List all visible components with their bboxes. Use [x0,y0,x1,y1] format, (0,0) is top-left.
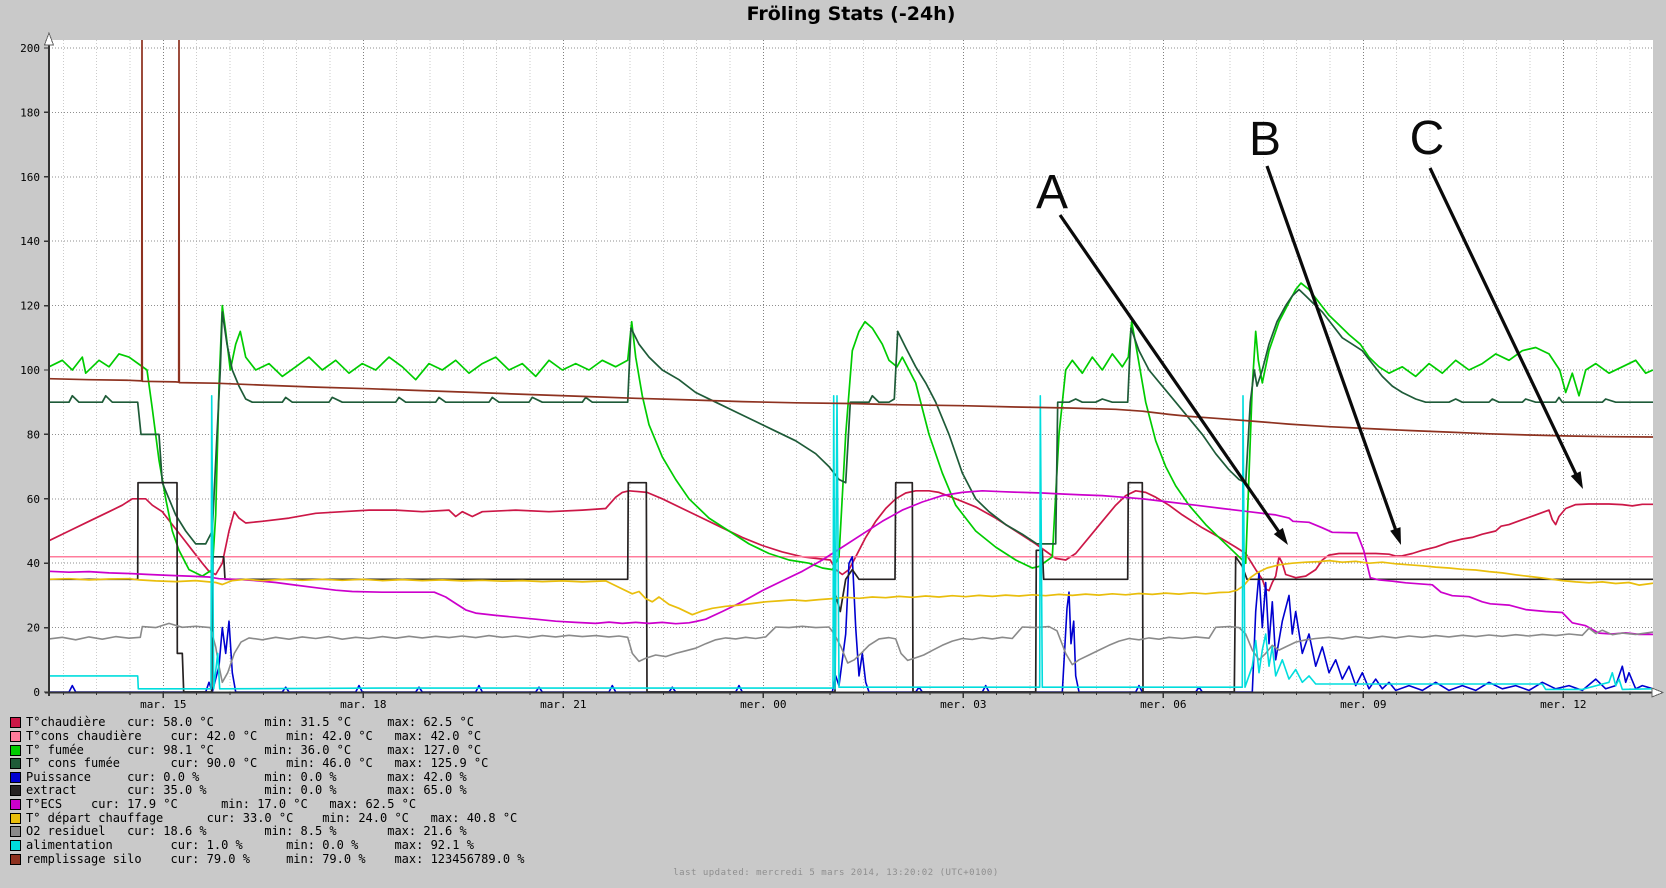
legend-color-swatch [10,799,21,811]
legend-text: extract cur: 35.0 % min: 0.0 % max: 65.0… [26,783,467,798]
y-tick-label: 60 [27,493,40,506]
x-tick-label: mer. 06 [1140,698,1186,711]
annotation-arrow-c [1428,167,1579,478]
y-tick-label: 180 [20,106,40,119]
y-tick-label: 140 [20,235,40,248]
annotation-arrow-a [1058,214,1282,536]
graph-title: Fröling Stats (-24h) [746,3,956,25]
series-alim [49,394,1653,691]
legend-text: O2 residuel cur: 18.6 % min: 8.5 % max: … [26,824,467,839]
x-tick-label: mar. 21 [540,698,586,711]
legend-row: O2 residuel cur: 18.6 % min: 8.5 % max: … [10,825,525,839]
legend-text: T°chaudière cur: 58.0 °C min: 31.5 °C ma… [26,715,474,730]
legend-row: T°cons chaudière cur: 42.0 °C min: 42.0 … [10,728,525,744]
legend-text: T°cons chaudière cur: 42.0 °C min: 42.0 … [26,728,482,743]
legend-color-swatch [10,812,21,824]
y-tick-label: 40 [27,557,40,570]
legend-color-swatch [10,717,21,729]
legend-row: Puissance cur: 0.0 % min: 0.0 % max: 42.… [10,769,525,785]
series-silo [49,40,1653,438]
legend-text: Puissance cur: 0.0 % min: 0.0 % max: 42.… [26,769,467,784]
series-ecs [49,489,1653,636]
axes [43,31,1665,698]
tick-labels: mar. 15 mar. 18 mar. 21 mer. 00 mer. 03 mer. … [20,42,1586,711]
legend-row: T° départ chauffage cur: 33.0 °C min: 24… [10,811,525,825]
legend-row: T° fumée cur: 98.1 °C min: 36.0 °C max: … [10,743,525,757]
legend-color-swatch [10,771,21,783]
legend-text: alimentation cur: 1.0 % min: 0.0 % max: … [26,837,474,852]
legend-color-swatch [10,826,21,838]
series-o2 [49,622,1653,684]
legend-text: T° cons fumée cur: 90.0 °C min: 46.0 °C … [26,756,489,771]
x-tick-label: mer. 00 [740,698,786,711]
legend-color-swatch [10,839,21,851]
legend-row: T° cons fumée cur: 90.0 °C min: 46.0 °C … [10,757,525,771]
annotation-arrowhead-a [1273,527,1288,545]
x-tick-label: mer. 12 [1540,698,1586,711]
x-tick-label: mer. 09 [1340,698,1386,711]
annotations: A B C [1036,112,1583,545]
legend-color-swatch [10,785,21,797]
x-tick-label: mer. 03 [940,698,986,711]
legend-text: T° départ chauffage cur: 33.0 °C min: 24… [26,810,518,825]
legend-color-swatch [10,744,21,756]
series-depart [49,559,1653,616]
legend-row: alimentation cur: 1.0 % min: 0.0 % max: … [10,837,525,853]
legend-row: T°chaudière cur: 58.0 °C min: 31.5 °C ma… [10,716,525,730]
y-tick-label: 0 [33,686,40,699]
legend: T°chaudière cur: 58.0 °C min: 31.5 °C ma… [10,716,525,866]
y-tick-label: 200 [20,42,40,55]
annotation-arrowhead-c [1570,471,1583,489]
gridlines [49,40,1653,692]
legend-color-swatch [10,730,21,742]
y-tick-label: 120 [20,300,40,313]
x-axis-arrow-icon [1651,687,1665,698]
legend-row: T°ECS cur: 17.9 °C min: 17.0 °C max: 62.… [10,798,525,812]
annotation-letter-a: A [1036,166,1068,219]
y-tick-label: 160 [20,171,40,184]
y-axis-arrow-icon [43,31,55,46]
y-tick-label: 20 [27,622,40,635]
x-tick-label: mar. 18 [340,698,386,711]
x-tick-label: mar. 15 [140,698,186,711]
legend-text: T° fumée cur: 98.1 °C min: 36.0 °C max: … [26,742,482,757]
legend-row: remplissage silo cur: 79.0 % min: 79.0 %… [10,852,525,866]
annotation-arrowhead-b [1390,527,1401,545]
y-tick-label: 80 [27,428,40,441]
annotation-letter-b: B [1249,113,1281,166]
series-cons_fumee [49,288,1653,545]
series-puissance [49,555,1653,693]
y-tick-label: 100 [20,364,40,377]
annotation-arrow-b [1265,165,1399,534]
series-fumee [49,282,1653,577]
legend-color-swatch [10,853,21,865]
legend-row: extract cur: 35.0 % min: 0.0 % max: 65.0… [10,784,525,798]
last-updated-label: last updated: mercredi 5 mars 2014, 13:2… [673,868,999,878]
legend-text: remplissage silo cur: 79.0 % min: 79.0 %… [26,851,525,866]
series-chaudiere [49,489,1653,592]
legend-text: T°ECS cur: 17.9 °C min: 17.0 °C max: 62.… [26,797,417,812]
legend-color-swatch [10,758,21,770]
annotation-letter-c: C [1410,112,1445,165]
